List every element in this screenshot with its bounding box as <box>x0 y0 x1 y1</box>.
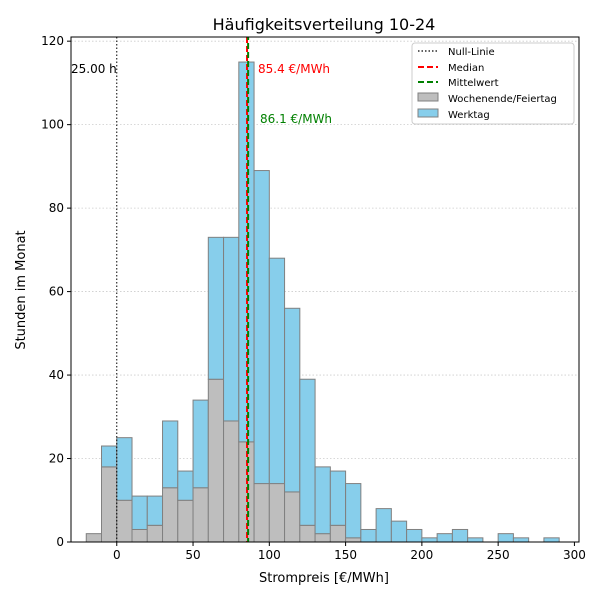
y-tick-label: 60 <box>49 285 64 299</box>
y-axis-ticks: 0 20 40 60 80 100 120 <box>41 34 71 549</box>
x-tick-label: 50 <box>185 548 200 562</box>
bar-workday <box>299 378 316 526</box>
bar-weekend <box>299 524 316 543</box>
bar-workday <box>314 466 331 535</box>
bar-weekend <box>101 466 118 543</box>
bar-weekend <box>223 420 240 543</box>
bar-workday <box>375 508 392 543</box>
legend-null-line-label: Null-Linie <box>448 47 495 58</box>
bar-weekend <box>116 499 133 543</box>
bar-weekend <box>162 487 179 543</box>
legend-weekend-label: Wochenende/Feiertag <box>448 94 557 105</box>
y-axis-label: Stunden im Monat <box>14 230 29 349</box>
null-line-annotation: 25.00 h <box>71 62 117 76</box>
bar-workday <box>177 470 194 501</box>
x-tick-label: 0 <box>113 548 121 562</box>
bar-weekend <box>131 528 148 543</box>
legend-weekend-swatch <box>417 92 439 102</box>
x-tick-label: 100 <box>258 548 281 562</box>
legend-box <box>411 42 575 125</box>
median-annotation: 85.4 €/MWh <box>258 62 330 76</box>
y-tick-label: 20 <box>49 452 64 466</box>
bar-workday <box>497 533 514 543</box>
legend: Null-Linie Median Mittelwert Wochenende/… <box>411 42 575 125</box>
legend-median-label: Median <box>448 63 484 74</box>
bar-workday <box>268 257 286 485</box>
bar-workday <box>284 307 301 493</box>
x-axis-ticks: 0 50 100 150 200 250 300 <box>113 542 586 562</box>
bar-weekend <box>146 524 164 543</box>
x-tick-label: 150 <box>334 548 357 562</box>
bar-workday <box>421 537 438 543</box>
x-tick-label: 200 <box>410 548 433 562</box>
bar-weekend <box>177 499 194 543</box>
bar-workday <box>345 483 362 539</box>
bar-weekend <box>192 487 209 543</box>
bar-workday <box>390 520 408 543</box>
histogram-bars <box>85 61 560 543</box>
y-tick-label: 100 <box>41 118 64 132</box>
bar-workday <box>512 537 530 543</box>
bar-workday <box>467 537 484 543</box>
x-tick-label: 250 <box>487 548 510 562</box>
legend-workday-label: Werktag <box>448 110 490 121</box>
bar-workday <box>116 437 133 501</box>
bar-weekend <box>314 533 331 543</box>
bar-workday <box>543 537 560 543</box>
plot-frame <box>70 36 580 543</box>
bar-weekend <box>284 491 301 543</box>
bar-weekend <box>207 378 225 543</box>
y-tick-label: 0 <box>56 535 64 549</box>
legend-mean-label: Mittelwert <box>448 78 499 89</box>
bar-workday <box>360 528 377 543</box>
bar-workday <box>436 533 453 543</box>
y-tick-label: 80 <box>49 201 64 215</box>
x-axis-label: Strompreis [€/MWh] <box>259 571 389 586</box>
bar-workday <box>223 236 240 422</box>
bar-workday <box>329 470 347 526</box>
bar-weekend <box>253 483 270 543</box>
reference-lines <box>116 37 250 542</box>
bar-workday <box>101 445 118 468</box>
grid-lines <box>71 40 579 459</box>
bar-workday <box>207 236 225 380</box>
bar-weekend <box>268 483 286 543</box>
bar-workday <box>192 399 209 489</box>
chart-title: Häufigkeitsverteilung 10-24 <box>213 15 436 34</box>
bar-workday <box>451 528 469 543</box>
bar-workday <box>131 495 148 530</box>
bar-workday <box>406 528 423 543</box>
bar-weekend <box>329 524 347 543</box>
y-tick-label: 40 <box>49 368 64 382</box>
bar-weekend <box>85 533 103 543</box>
bar-workday <box>253 170 270 485</box>
bar-workday <box>162 420 179 489</box>
bar-weekend <box>345 537 362 543</box>
legend-workday-swatch <box>417 108 439 118</box>
bar-workday <box>146 495 164 526</box>
x-tick-label: 300 <box>563 548 586 562</box>
mean-annotation: 86.1 €/MWh <box>260 112 332 126</box>
y-tick-label: 120 <box>41 34 64 48</box>
